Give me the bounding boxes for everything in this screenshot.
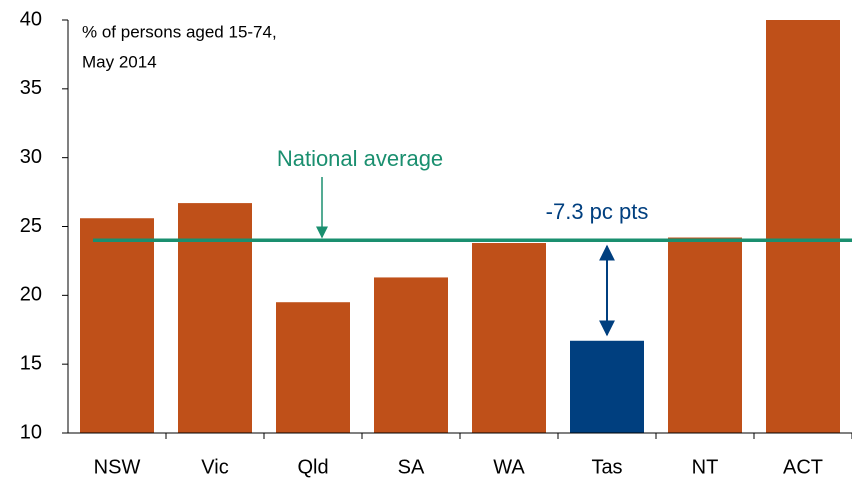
y-tick-label: 15	[20, 352, 42, 374]
gap-label: -7.3 pc pts	[546, 199, 649, 224]
x-tick-label: SA	[398, 456, 425, 478]
x-tick-label: Tas	[591, 456, 622, 478]
reference-label: National average	[277, 146, 443, 171]
bar	[80, 218, 154, 433]
x-tick-label: ACT	[783, 456, 823, 478]
y-tick-label: 35	[20, 77, 42, 99]
bar	[766, 20, 840, 433]
bar	[472, 243, 546, 433]
x-tick-label: NT	[692, 456, 719, 478]
y-tick-label: 40	[20, 8, 42, 30]
y-tick-label: 30	[20, 146, 42, 168]
y-tick-label: 10	[20, 421, 42, 443]
bar	[276, 302, 350, 433]
bar	[668, 237, 742, 433]
bar	[374, 277, 448, 433]
y-tick-label: 20	[20, 284, 42, 306]
x-tick-label: WA	[493, 456, 525, 478]
bar	[178, 203, 252, 433]
subtitle: May 2014	[82, 52, 157, 71]
subtitle: % of persons aged 15-74,	[82, 22, 277, 41]
bar	[570, 340, 644, 433]
x-tick-label: Qld	[297, 456, 328, 478]
x-tick-label: NSW	[94, 456, 141, 478]
x-tick-label: Vic	[201, 456, 228, 478]
y-tick-label: 25	[20, 215, 42, 237]
